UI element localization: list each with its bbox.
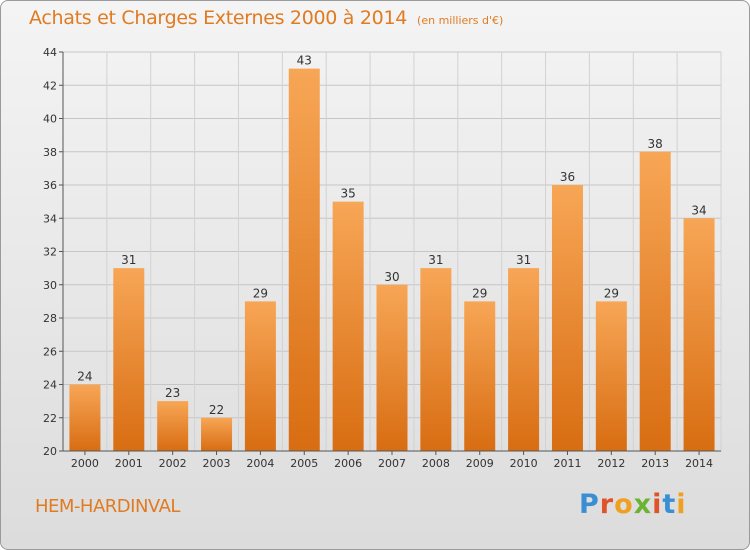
bar-value-label: 43	[297, 54, 312, 68]
x-tick-label: 2014	[685, 457, 713, 470]
logo-letter: P	[579, 489, 600, 520]
y-tick-label: 42	[43, 79, 57, 92]
bar-value-label: 31	[428, 253, 443, 267]
y-tick-label: 22	[43, 412, 57, 425]
bar-2012	[595, 301, 627, 451]
x-tick-label: 2008	[422, 457, 450, 470]
x-tick-label: 2003	[203, 457, 231, 470]
bar-value-label: 29	[472, 286, 487, 300]
x-tick-label: 2004	[246, 457, 274, 470]
bar-2013	[639, 151, 671, 451]
bar-2011	[551, 185, 583, 451]
y-tick-label: 26	[43, 345, 57, 358]
y-tick-label: 44	[43, 46, 57, 59]
x-tick-label: 2010	[510, 457, 538, 470]
logo-letter: t	[662, 489, 677, 520]
bar-value-label: 36	[560, 170, 575, 184]
bar-2008	[420, 268, 452, 451]
logo-letter: i	[652, 489, 663, 520]
bar-value-label: 34	[691, 203, 706, 217]
x-tick-label: 2006	[334, 457, 362, 470]
logo-letter: r	[599, 489, 615, 520]
x-tick-label: 2011	[553, 457, 581, 470]
bar-2000	[69, 384, 101, 451]
x-tick-label: 2002	[159, 457, 187, 470]
proxiti-logo: Proxiti	[579, 489, 687, 520]
chart-title-text: Achats et Charges Externes 2000 à 2014	[29, 7, 408, 29]
bar-value-label: 35	[340, 187, 355, 201]
x-tick-label: 2009	[466, 457, 494, 470]
bar-2006	[332, 201, 364, 451]
bar-value-label: 23	[165, 386, 180, 400]
x-tick-label: 2013	[641, 457, 669, 470]
y-tick-label: 20	[43, 445, 57, 458]
bar-value-label: 38	[648, 137, 663, 151]
bar-2010	[508, 268, 540, 451]
bar-2004	[244, 301, 276, 451]
bar-value-label: 31	[121, 253, 136, 267]
y-tick-label: 30	[43, 279, 57, 292]
y-tick-label: 32	[43, 246, 57, 259]
bar-value-label: 22	[209, 403, 224, 417]
y-tick-label: 38	[43, 146, 57, 159]
bar-2005	[288, 68, 320, 451]
bar-2001	[113, 268, 145, 451]
bar-value-label: 31	[516, 253, 531, 267]
x-tick-label: 2001	[115, 457, 143, 470]
bar-value-label: 29	[604, 286, 619, 300]
bar-2003	[201, 417, 233, 451]
bar-2009	[464, 301, 496, 451]
y-tick-label: 24	[43, 379, 57, 392]
bar-value-label: 24	[77, 370, 92, 384]
x-tick-label: 2005	[290, 457, 318, 470]
logo-letter: x	[633, 489, 653, 520]
y-tick-label: 40	[43, 113, 57, 126]
bar-2014	[683, 218, 715, 451]
bar-2007	[376, 284, 408, 451]
bar-value-label: 29	[253, 286, 268, 300]
bar-value-label: 30	[384, 270, 399, 284]
bar-2002	[157, 401, 189, 451]
x-tick-label: 2007	[378, 457, 406, 470]
y-tick-label: 34	[43, 212, 57, 225]
x-tick-label: 2000	[71, 457, 99, 470]
x-tick-label: 2012	[597, 457, 625, 470]
y-tick-label: 28	[43, 312, 57, 325]
logo-letter: o	[614, 489, 634, 520]
location-label: HEM-HARDINVAL	[35, 496, 180, 517]
chart-subtitle: (en milliers d'€)	[417, 14, 504, 27]
y-tick-label: 36	[43, 179, 57, 192]
chart-title: Achats et Charges Externes 2000 à 2014 (e…	[29, 7, 503, 29]
logo-letter: i	[676, 489, 687, 520]
